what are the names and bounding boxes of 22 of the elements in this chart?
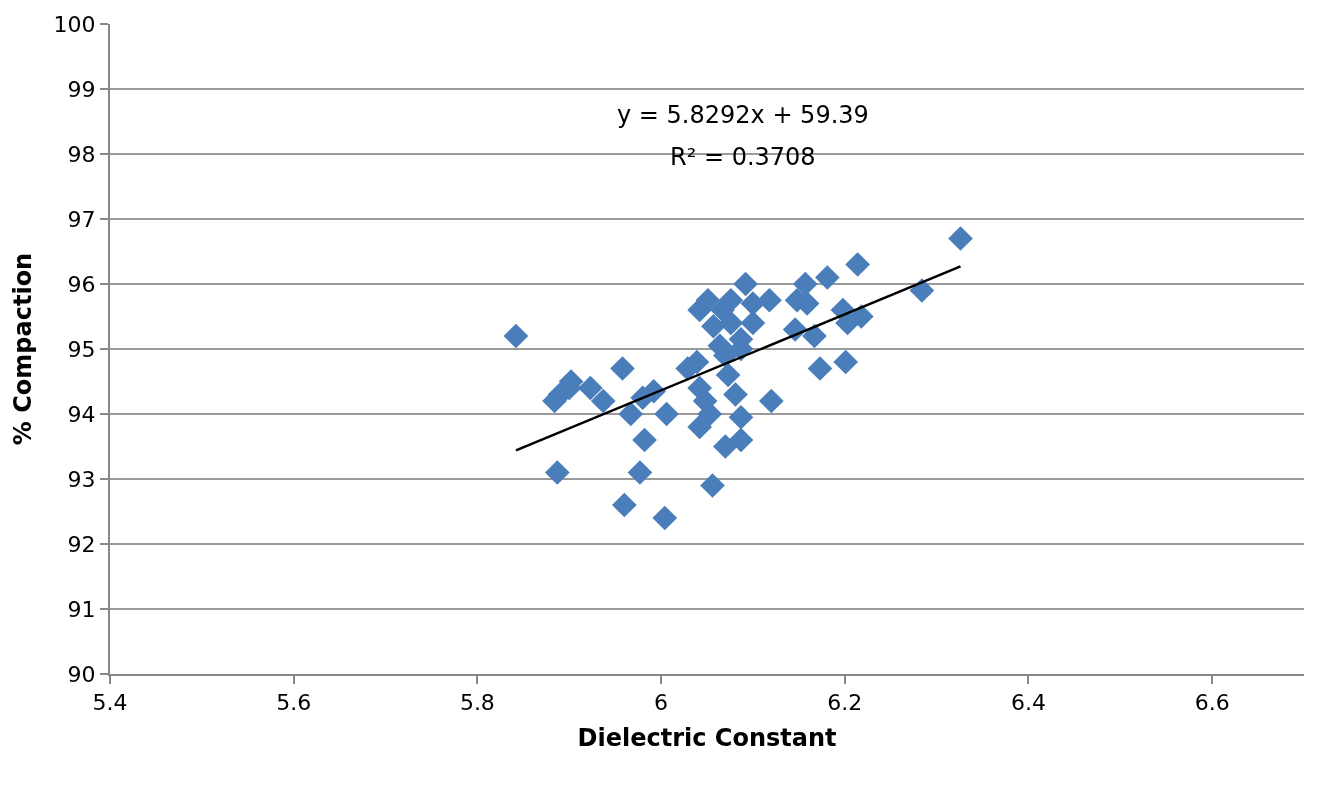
y-axis-title: % Compaction xyxy=(9,252,38,446)
x-tick-label: 6.6 xyxy=(1194,690,1230,716)
y-tick-label: 94 xyxy=(67,401,96,427)
x-tick-label: 5.4 xyxy=(92,690,128,716)
y-tick-label: 93 xyxy=(67,466,96,492)
y-tick-label: 98 xyxy=(67,141,96,167)
x-tick-label: 6.4 xyxy=(1010,690,1046,716)
annotation: R² = 0.3708 xyxy=(670,143,816,171)
y-tick-label: 99 xyxy=(67,76,96,102)
x-axis-title: Dielectric Constant xyxy=(577,724,837,753)
x-tick-label: 5.6 xyxy=(276,690,312,716)
y-tick-label: 97 xyxy=(67,206,96,232)
y-tick-label: 92 xyxy=(67,531,96,557)
y-tick-label: 100 xyxy=(53,11,96,37)
x-tick-label: 6.2 xyxy=(827,690,863,716)
y-tick-label: 90 xyxy=(67,661,96,687)
x-tick-label: 5.8 xyxy=(459,690,495,716)
y-tick-label: 95 xyxy=(67,336,96,362)
y-tick-label: 96 xyxy=(67,271,96,297)
y-tick-label: 91 xyxy=(67,596,96,622)
x-tick-label: 6 xyxy=(654,690,669,716)
annotation: y = 5.8292x + 59.39 xyxy=(617,101,869,129)
